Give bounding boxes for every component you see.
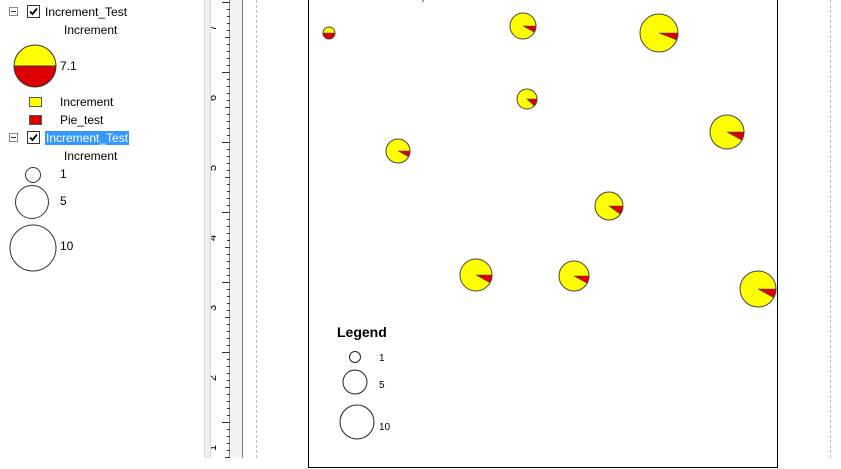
checkmark-icon xyxy=(29,7,38,16)
ruler-label-1: 1 xyxy=(211,445,219,451)
pie-test-slice xyxy=(608,205,624,215)
legend-circle-5-icon xyxy=(342,369,368,395)
collapse-icon[interactable] xyxy=(9,7,18,16)
pie-symbol xyxy=(459,258,493,292)
ruler-gutter xyxy=(230,0,243,458)
vertical-ruler: 7 6 5 4 3 2 1 xyxy=(211,0,230,458)
pie-test-swatch xyxy=(29,115,42,125)
pie-test-slice xyxy=(397,150,411,158)
ruler-label-5: 5 xyxy=(211,165,219,171)
panel-splitter[interactable] xyxy=(204,0,211,458)
table-of-contents: Increment_Test Increment 7.1 Increment P… xyxy=(0,0,204,458)
pie-test-legend-label: Pie_test xyxy=(60,113,104,127)
pie-test-slice xyxy=(726,131,745,141)
ruler-label-3: 3 xyxy=(211,305,219,311)
legend-circle-10-icon xyxy=(339,404,375,440)
ruler-label-6: 6 xyxy=(211,95,219,101)
pie-symbol xyxy=(558,260,590,292)
increment-swatch xyxy=(29,97,42,107)
pie-test-slice xyxy=(526,98,538,107)
pie-symbol xyxy=(322,26,336,40)
layer-row-increment-test-1[interactable]: Increment_Test xyxy=(0,4,200,20)
pie-size-symbol-icon xyxy=(13,44,57,88)
ruler-ticks: 7 6 5 4 3 2 1 xyxy=(211,2,230,458)
ruler-label-7: 7 xyxy=(211,25,219,31)
layer-name[interactable]: Increment_Test xyxy=(45,5,128,19)
pie-test-slice xyxy=(522,25,537,33)
page-margin-guide xyxy=(256,0,257,458)
legend-label-5: 5 xyxy=(379,380,385,391)
pie-test-slice xyxy=(573,275,590,284)
page-margin-guide xyxy=(830,0,831,458)
size-circle-medium-icon xyxy=(15,185,49,219)
collapse-icon[interactable] xyxy=(9,133,18,142)
pie-symbol xyxy=(594,191,624,221)
pie-test-slice xyxy=(757,288,777,299)
size-circle-large-icon xyxy=(9,224,57,272)
increment-legend-label: Increment xyxy=(60,95,114,109)
layer-visibility-checkbox[interactable] xyxy=(27,5,40,18)
pie-test-slice xyxy=(322,32,336,40)
pie-symbol xyxy=(709,114,745,150)
pie-symbol xyxy=(385,138,411,164)
layer-row-increment-test-2[interactable]: Increment_Test xyxy=(0,130,200,146)
layer-visibility-checkbox[interactable] xyxy=(27,131,40,144)
size-label-5: 5 xyxy=(60,194,67,208)
legend-label-1: 1 xyxy=(379,353,385,364)
map-canvas[interactable]: Legend 1 5 10 xyxy=(309,0,777,469)
ruler-label-4: 4 xyxy=(211,235,219,241)
pie-symbol xyxy=(739,270,777,308)
pie-size-label: 7.1 xyxy=(60,59,77,73)
size-circle-small-icon xyxy=(25,167,41,183)
size-label-10: 10 xyxy=(60,239,74,253)
field-label: Increment xyxy=(64,23,118,37)
ruler-label-2: 2 xyxy=(211,375,219,381)
data-frame[interactable]: Legend 1 5 10 xyxy=(308,0,778,468)
pie-symbol xyxy=(639,13,679,53)
legend-title: Legend xyxy=(337,324,387,340)
pie-test-slice xyxy=(658,32,679,41)
legend-label-10: 10 xyxy=(379,422,391,433)
pie-symbol xyxy=(509,12,537,40)
layer-name-selected[interactable]: Increment_Test xyxy=(45,131,130,145)
size-label-1: 1 xyxy=(60,167,67,181)
pie-symbol xyxy=(516,88,538,110)
pie-test-slice xyxy=(475,274,493,284)
legend-circle-1-icon xyxy=(349,351,361,363)
field-label: Increment xyxy=(64,149,118,163)
checkmark-icon xyxy=(29,133,38,142)
